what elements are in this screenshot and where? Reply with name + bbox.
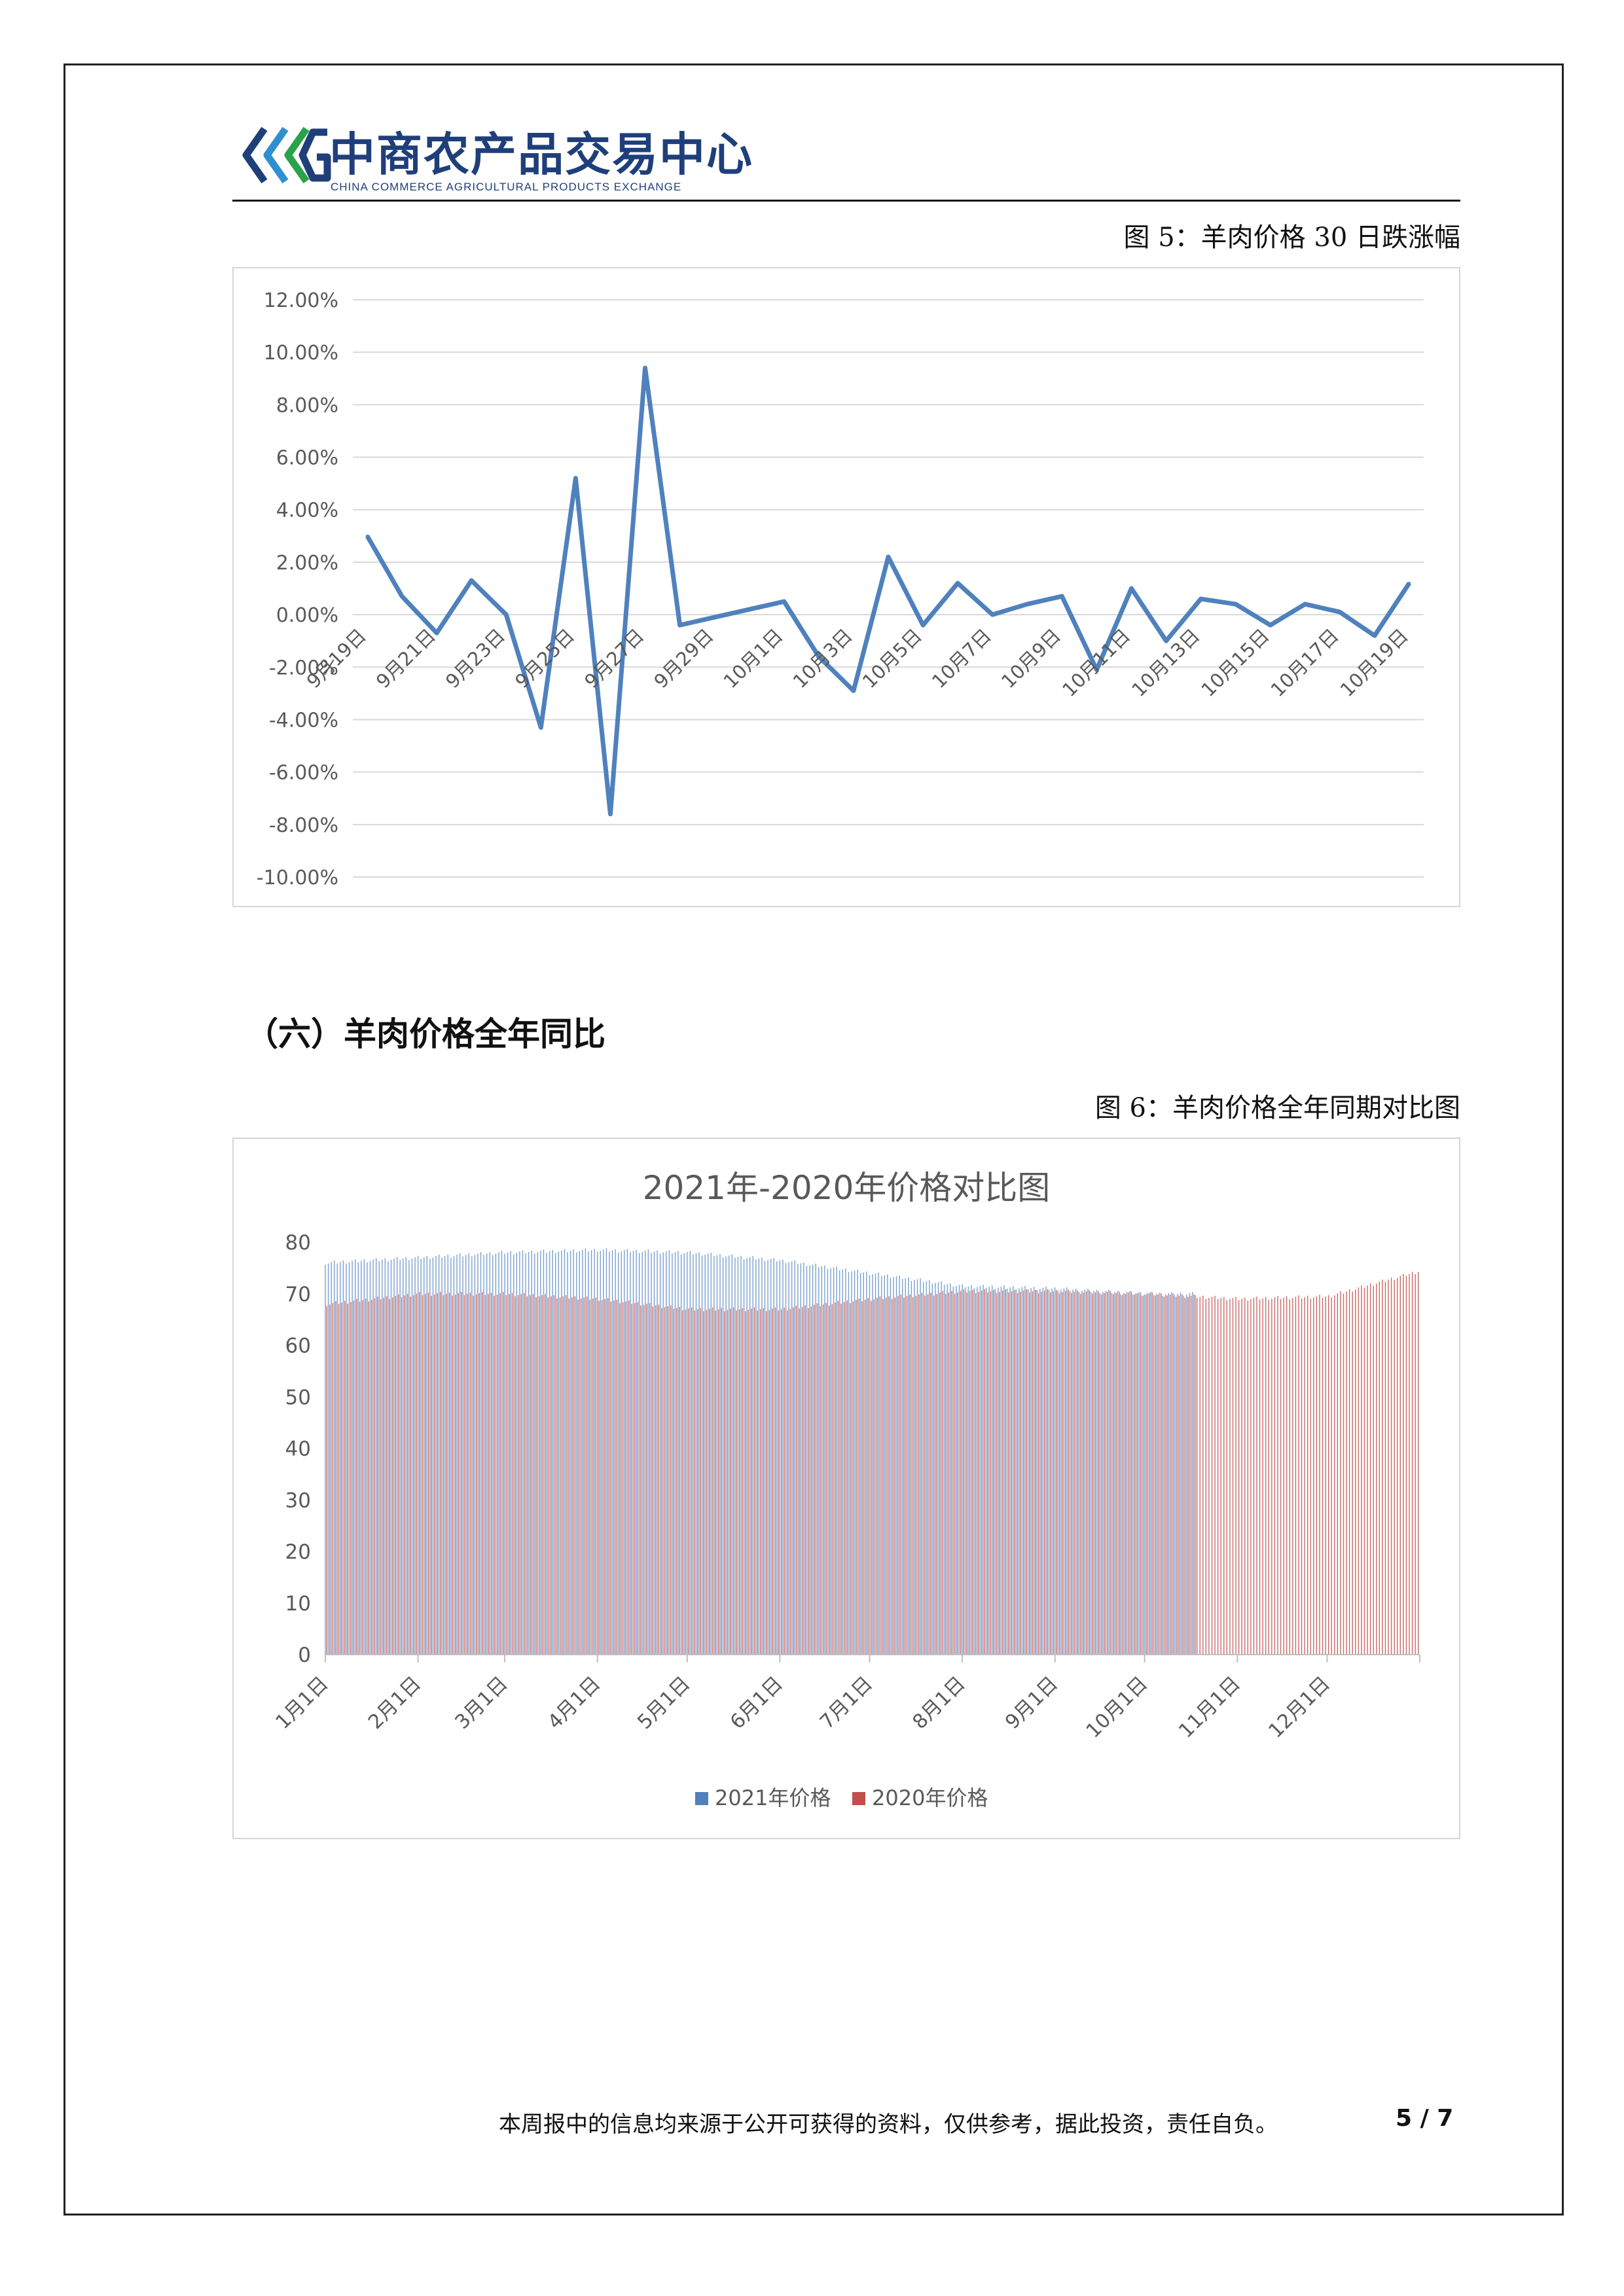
y-tick-label: 40 [285,1437,311,1461]
x-tick-label: 5月1日 [633,1672,695,1734]
page-frame [63,63,1564,2215]
y-tick-label: -2.00% [269,656,338,679]
y-tick-label: 2.00% [276,552,338,575]
x-tick-label: 3月1日 [451,1672,513,1734]
x-tick-label: 8月1日 [909,1672,970,1734]
logo-chinese-name: 中商农产品交易中心 [329,128,753,181]
x-tick-label: 10月15日 [1197,624,1273,701]
data-point [678,624,681,627]
data-point [991,613,994,617]
header-rule [232,200,1460,202]
data-point [782,600,785,603]
legend-swatch [695,1792,708,1805]
y-tick-label: 8.00% [276,394,338,417]
y-tick-label: 10.00% [264,342,338,365]
y-tick-label: 70 [285,1283,311,1306]
data-point [366,534,369,537]
data-point [505,613,508,617]
data-point [1095,668,1098,672]
figure6-caption: 图 6：羊肉价格全年同期对比图 [1094,1093,1460,1123]
bar-chart-yearly-comparison: 2021年-2020年价格对比图 80 70 60 50 40 30 20 10 0 1月1日 2月1… [271,1169,1420,1810]
x-tick-label: 7月1日 [816,1672,877,1734]
x-tick-label: 10月11日 [1058,624,1134,701]
data-point [748,608,751,611]
data-point [887,555,890,558]
legend-label: 2020年价格 [872,1785,988,1810]
chart-legend: 2021年价格 2020年价格 [695,1785,988,1810]
y-tick-label: 20 [285,1541,311,1564]
data-point [1199,598,1202,601]
y-tick-label: 4.00% [276,499,338,522]
data-point [1234,603,1237,606]
x-tick-label: 10月1日 [1082,1672,1153,1743]
data-point [922,624,925,627]
x-tick-label: 9月23日 [441,624,509,692]
data-point [817,655,820,658]
x-tick-label: 10月9日 [997,624,1065,692]
x-tick-label: 2月1日 [364,1672,425,1734]
x-tick-label: 1月1日 [271,1672,333,1734]
data-point [470,579,473,582]
y-tick-label: -4.00% [269,709,338,732]
chart-title: 2021年-2020年价格对比图 [643,1169,1051,1207]
figure6-chart-box: 2021年-2020年价格对比图 80 70 60 50 40 30 20 10 0 1月1日 2月1… [232,1138,1460,1839]
data-point [1026,603,1029,606]
data-point [1060,595,1064,598]
data-point [1408,581,1411,584]
y-tick-label: 0.00% [276,604,338,627]
figure5-caption: 图 5：羊肉价格 30 日跌涨幅 [1123,223,1461,253]
legend-label: 2021年价格 [715,1785,831,1810]
footer-disclaimer: 本周报中的信息均来源于公开可获得的资料，仅供参考，据此投资，责任自负。 [499,2111,1278,2138]
x-tick-label: 9月29日 [649,624,717,692]
y-tick-label: 0 [298,1643,311,1667]
data-point [609,812,612,816]
data-point [956,581,960,584]
x-tick-label: 10月7日 [928,624,996,692]
line-chart-30day-change: 12.00% 10.00% 8.00% 6.00% 4.00% 2.00% 0.00% -2.… [257,289,1424,889]
data-point [1338,611,1341,614]
page-number: 5 / 7 [1396,2105,1454,2132]
legend-swatch [852,1792,865,1805]
x-tick-label: 10月17日 [1267,624,1343,701]
data-point [1373,634,1376,637]
y-tick-label: -6.00% [269,762,338,785]
section-heading: （六）羊肉价格全年同比 [245,1015,605,1053]
y-tick-label: 12.00% [264,289,338,312]
x-tick-label: 9月1日 [1001,1672,1062,1734]
y-tick-label: -8.00% [269,814,338,837]
x-tick-label: 10月13日 [1127,624,1204,701]
data-point [1130,587,1133,590]
x-tick-label: 4月1日 [543,1672,605,1734]
x-tick-label: 11月1日 [1174,1672,1245,1743]
data-point [539,726,543,729]
x-tick-label: 12月1日 [1264,1672,1335,1743]
series-line [365,365,1411,817]
y-tick-label: 50 [285,1386,311,1409]
data-point [401,595,404,598]
y-tick-label: 60 [285,1335,311,1358]
y-tick-label: -10.00% [257,867,338,889]
data-point [713,616,716,619]
data-point [574,476,577,480]
y-tick-label: 30 [285,1489,311,1513]
y-tick-label: 80 [285,1231,311,1255]
data-point [1303,603,1307,606]
x-tick-label: 10月1日 [719,624,787,692]
figure5-chart-box: 12.00% 10.00% 8.00% 6.00% 4.00% 2.00% 0.00% -2.… [232,267,1460,907]
exchange-logo [242,126,331,184]
y-tick-label: 6.00% [276,447,338,470]
x-tick-label: 9月21日 [372,624,440,692]
data-point [1164,639,1168,643]
data-point [1269,624,1272,627]
data-point [852,689,855,692]
data-point [435,632,439,635]
data-point [643,367,647,370]
y-tick-label: 10 [285,1592,311,1615]
logo-english-name: CHINA COMMERCE AGRICULTURAL PRODUCTS EXC… [331,181,682,193]
x-tick-label: 6月1日 [726,1672,787,1734]
